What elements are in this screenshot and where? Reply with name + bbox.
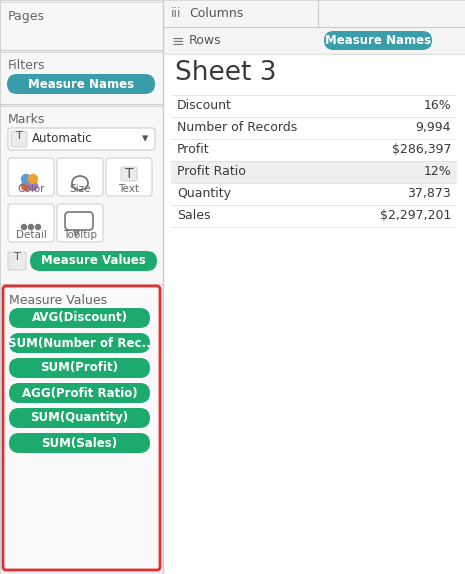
Text: SUM(Quantity): SUM(Quantity) [30,412,128,425]
Text: Detail: Detail [15,230,46,240]
Text: Color: Color [17,184,45,194]
Circle shape [28,224,33,230]
Text: Measure Names: Measure Names [325,34,431,47]
FancyBboxPatch shape [65,212,93,230]
Text: Size: Size [69,184,91,194]
FancyBboxPatch shape [8,128,155,150]
Text: 12%: 12% [423,165,451,178]
Circle shape [28,174,38,184]
Text: ≡: ≡ [171,34,184,49]
Text: T: T [125,167,133,181]
Text: Measure Values: Measure Values [41,254,146,267]
Text: Quantity: Quantity [177,187,231,200]
Circle shape [28,181,38,191]
Text: Tooltip: Tooltip [63,230,97,240]
Text: Sales: Sales [177,209,211,222]
Text: Discount: Discount [177,99,232,112]
FancyBboxPatch shape [324,31,432,50]
Text: T: T [16,131,22,141]
Bar [163,0,465,27]
Circle shape [21,174,31,184]
FancyBboxPatch shape [11,131,27,147]
Polygon shape [74,231,79,236]
Text: Profit: Profit [177,143,210,156]
Text: Automatic: Automatic [32,132,93,145]
FancyBboxPatch shape [9,433,150,453]
Text: Number of Records: Number of Records [177,121,297,134]
Text: ▾: ▾ [142,132,148,145]
Circle shape [35,224,40,230]
FancyBboxPatch shape [8,158,54,196]
Text: 37,873: 37,873 [407,187,451,200]
Bar [171,161,457,183]
FancyBboxPatch shape [57,158,103,196]
Text: Rows: Rows [189,34,222,47]
Text: AGG(Profit Ratio): AGG(Profit Ratio) [22,386,137,400]
Bar [0,2,163,50]
Text: SUM(Number of Rec..: SUM(Number of Rec.. [8,336,151,350]
FancyBboxPatch shape [106,158,152,196]
FancyBboxPatch shape [9,308,150,328]
Text: iii: iii [171,7,181,20]
FancyBboxPatch shape [9,358,150,378]
FancyBboxPatch shape [9,383,150,403]
Text: AVG(Discount): AVG(Discount) [32,312,127,324]
Bar [163,0,465,574]
Text: 16%: 16% [423,99,451,112]
FancyBboxPatch shape [30,251,157,271]
Text: T: T [13,252,20,262]
FancyBboxPatch shape [7,74,155,94]
Bar [0,52,163,104]
FancyBboxPatch shape [3,286,160,570]
FancyBboxPatch shape [9,333,150,353]
Bar [0,106,163,284]
FancyBboxPatch shape [57,204,103,242]
FancyBboxPatch shape [8,252,26,270]
Text: Measure Values: Measure Values [9,294,107,307]
Text: Sheet 3: Sheet 3 [175,60,277,86]
Text: $2,297,201: $2,297,201 [379,209,451,222]
FancyBboxPatch shape [121,167,137,181]
Text: $286,397: $286,397 [392,143,451,156]
Bar [163,54,465,574]
Circle shape [21,181,31,191]
Text: Profit Ratio: Profit Ratio [177,165,246,178]
Text: Measure Names: Measure Names [28,77,134,91]
FancyBboxPatch shape [9,408,150,428]
FancyBboxPatch shape [8,204,54,242]
Text: Pages: Pages [8,10,45,23]
Bar [163,27,465,54]
Text: Text: Text [119,184,140,194]
Text: Columns: Columns [189,7,243,20]
Text: SUM(Profit): SUM(Profit) [40,362,119,374]
Text: SUM(Sales): SUM(Sales) [41,436,118,449]
Circle shape [21,224,27,230]
Bar [0,0,163,574]
Text: Marks: Marks [8,113,46,126]
Text: 9,994: 9,994 [416,121,451,134]
Text: Filters: Filters [8,59,46,72]
